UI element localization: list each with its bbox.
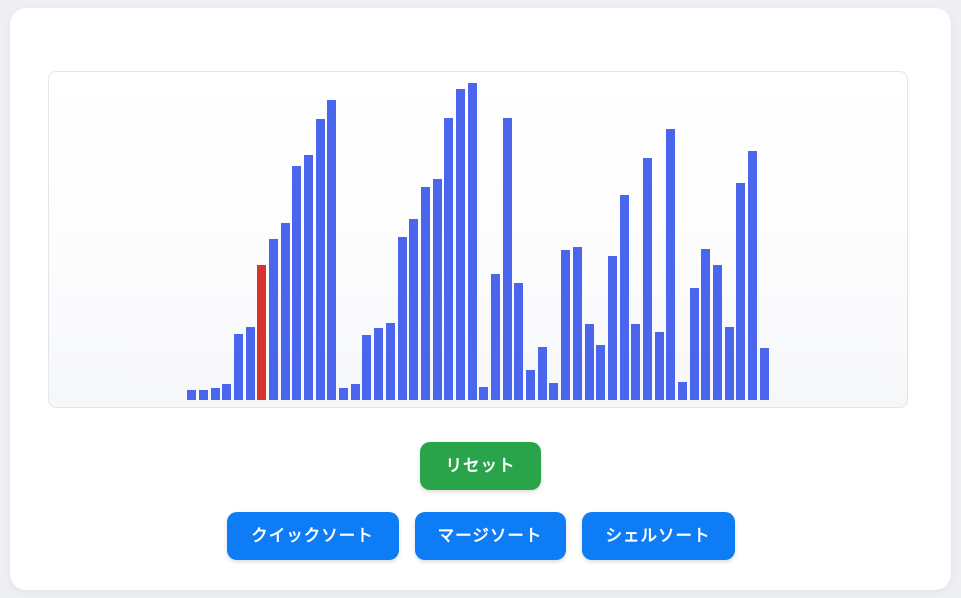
bar (385, 323, 395, 400)
bar (409, 219, 419, 400)
bar (268, 239, 278, 400)
reset-button[interactable]: リセット (420, 442, 541, 490)
bar (666, 129, 676, 400)
main-card: リセット クイックソート マージソート シェルソート (10, 8, 951, 590)
bar (678, 382, 688, 400)
bar (198, 390, 208, 400)
bar (689, 288, 699, 400)
bar-highlighted (257, 265, 267, 400)
bar (455, 89, 465, 400)
bar (572, 247, 582, 400)
bar (304, 155, 314, 400)
bar (584, 324, 594, 400)
bar (596, 345, 606, 400)
bar (187, 390, 197, 400)
bar (420, 187, 430, 400)
bar (654, 332, 664, 400)
bar (724, 327, 734, 400)
bar (549, 383, 559, 400)
bar (339, 388, 349, 400)
bars-container (49, 83, 907, 400)
bar (561, 250, 571, 400)
bar (619, 195, 629, 400)
shellsort-button[interactable]: シェルソート (581, 512, 735, 560)
bar (514, 283, 524, 400)
reset-row: リセット (10, 442, 951, 490)
bar (537, 347, 547, 400)
bar (479, 387, 489, 400)
bar (362, 335, 372, 400)
bar (491, 274, 501, 400)
bar (280, 223, 290, 400)
bar (350, 384, 360, 400)
bar (327, 100, 337, 400)
bar (759, 348, 769, 400)
mergesort-button[interactable]: マージソート (414, 512, 566, 560)
bar (736, 183, 746, 400)
quicksort-button[interactable]: クイックソート (226, 512, 399, 560)
sort-visualizer-panel (48, 71, 908, 408)
bar (748, 151, 758, 400)
algorithm-buttons-row: クイックソート マージソート シェルソート (10, 512, 951, 560)
bar (502, 118, 512, 400)
bar (526, 370, 536, 400)
bar (374, 328, 384, 400)
bar (631, 324, 641, 400)
bar (397, 237, 407, 400)
bar (233, 334, 243, 400)
bar (432, 179, 442, 400)
bar (467, 83, 477, 400)
bar (245, 327, 255, 400)
bar (315, 119, 325, 400)
bar (222, 384, 232, 400)
bar (713, 265, 723, 400)
bar (292, 166, 302, 400)
bar (210, 388, 220, 400)
bar (607, 256, 617, 400)
bar (444, 118, 454, 400)
bar (701, 249, 711, 400)
bar (642, 158, 652, 400)
